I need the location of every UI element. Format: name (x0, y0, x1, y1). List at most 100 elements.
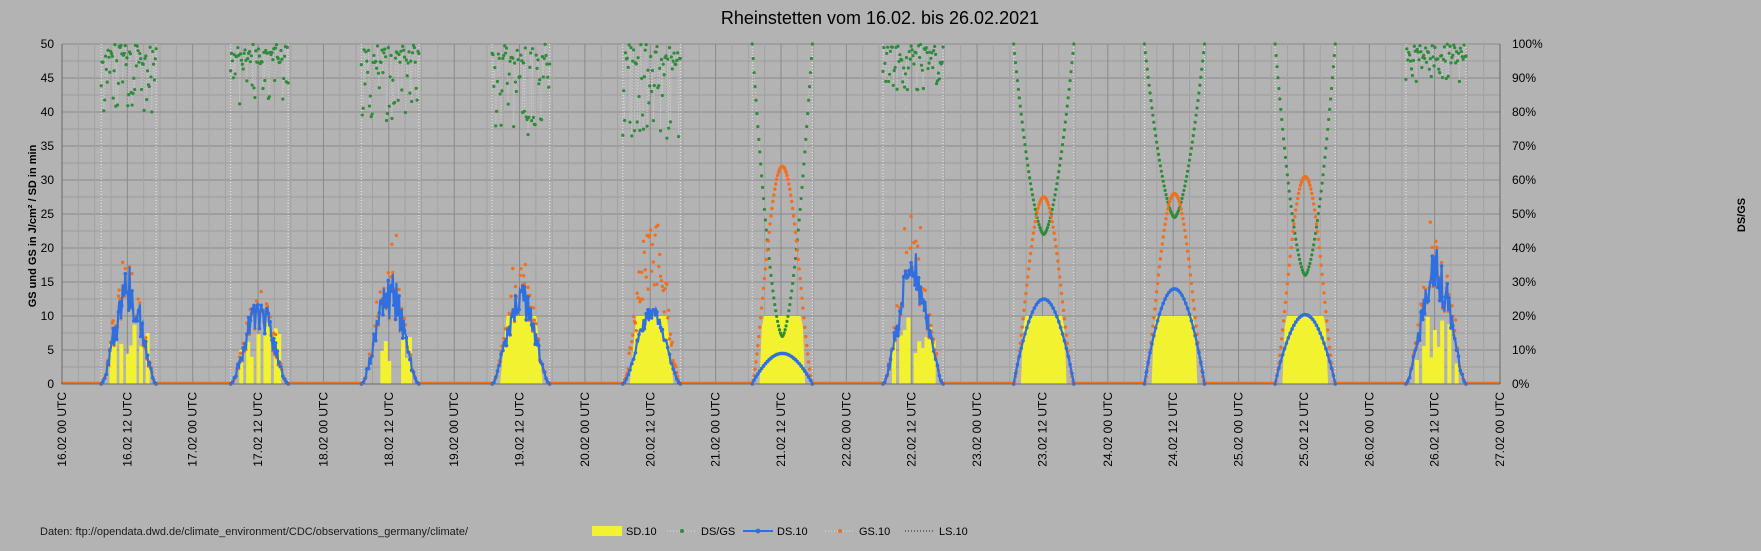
ds-point (647, 308, 652, 313)
ratio-point (1182, 188, 1186, 193)
x-tick-label: 19.02 00 UTC (447, 392, 461, 467)
ratio-point (773, 302, 777, 307)
ratio-point (260, 60, 264, 64)
sd-series-layer (109, 316, 1459, 384)
ratio-point (1149, 98, 1153, 103)
ratio-point (775, 314, 779, 318)
ratio-point (254, 49, 258, 53)
ratio-point (145, 97, 149, 102)
gs-point (1029, 244, 1034, 249)
ds-point (1023, 332, 1027, 336)
gs-point (791, 214, 796, 218)
ratio-point (1180, 196, 1184, 201)
ratio-point (229, 51, 234, 55)
chart-title: Rheinstetten vom 16.02. bis 26.02.2021 (721, 8, 1039, 28)
ds-point (1161, 301, 1166, 306)
ratio-point (363, 82, 367, 86)
ratio-point (1155, 140, 1159, 144)
ratio-point (660, 93, 664, 98)
ds-point (1025, 325, 1029, 330)
gs-point (1311, 202, 1316, 206)
ds-point (913, 283, 917, 287)
ds-point (373, 338, 378, 343)
ratio-point (391, 78, 395, 82)
ds-point (1028, 314, 1033, 319)
ratio-point (364, 50, 368, 54)
ratio-point (233, 72, 237, 76)
gs-point (1289, 245, 1293, 250)
gs-point (642, 250, 647, 255)
ds-point (1195, 342, 1199, 346)
gs-point (666, 308, 671, 312)
ratio-point (801, 174, 805, 178)
gs-point (634, 328, 639, 333)
ratio-point (1029, 182, 1033, 186)
gs-point (1183, 228, 1187, 233)
ratio-point (1183, 184, 1187, 188)
ds-point (538, 360, 543, 364)
y-tick-label: 10 (41, 309, 55, 323)
ratio-point (1059, 156, 1063, 161)
gs-point (655, 282, 659, 287)
ratio-point (1279, 107, 1283, 111)
gs-point (1194, 324, 1198, 328)
ds-point (1413, 348, 1418, 352)
ratio-point (530, 119, 534, 123)
ratio-point (1054, 187, 1058, 191)
ratio-point (669, 55, 673, 59)
gs-point (775, 173, 780, 178)
ds-point (1324, 346, 1328, 351)
ratio-point (793, 256, 798, 261)
ratio-point (1427, 67, 1431, 71)
gs-point (1185, 249, 1190, 253)
ds-point (1454, 348, 1459, 352)
ratio-point (651, 119, 655, 123)
ratio-point (1191, 134, 1195, 138)
y-tick-label: 0 (47, 377, 54, 391)
ratio-point (1455, 59, 1460, 63)
ratio-point (888, 49, 893, 53)
ratio-point (372, 53, 376, 58)
ds-point (1030, 310, 1035, 314)
gs-point (904, 250, 909, 255)
ratio-point (900, 58, 904, 62)
y2-tick-label: 70% (1512, 139, 1536, 153)
ratio-point (802, 162, 806, 166)
ds-point (237, 360, 242, 364)
ratio-point (106, 48, 110, 52)
ratio-point (135, 44, 139, 48)
ratio-point (654, 50, 658, 54)
ratio-point (671, 59, 675, 63)
ratio-point (278, 60, 282, 64)
ds-point (128, 305, 133, 310)
ratio-point (1196, 98, 1200, 103)
ratio-point (406, 61, 410, 65)
ratio-point (1290, 212, 1294, 216)
ds-point (886, 363, 891, 368)
ratio-point (640, 76, 644, 80)
gs-point (1445, 274, 1449, 278)
ds-point (1034, 303, 1039, 307)
ds-point (1437, 298, 1442, 303)
ds-point (504, 343, 509, 348)
ds-point (372, 332, 376, 336)
ratio-point (359, 62, 363, 67)
gs-point (916, 244, 920, 248)
gs-point (1055, 251, 1059, 256)
ratio-point (668, 120, 673, 124)
ds-point (1189, 318, 1194, 323)
ds-point (1331, 373, 1336, 378)
ratio-point (1331, 65, 1336, 69)
ratio-point (247, 49, 252, 54)
ratio-point (399, 49, 403, 53)
ratio-point (504, 46, 509, 50)
ratio-point (1325, 137, 1329, 141)
gs-point (1061, 308, 1066, 313)
ds-point (1064, 346, 1069, 350)
gs-point (386, 271, 391, 275)
gs-point (1283, 300, 1288, 304)
ratio-point (139, 87, 144, 92)
ratio-point (512, 124, 516, 129)
ratio-point (644, 43, 648, 47)
ratio-point (365, 59, 369, 63)
